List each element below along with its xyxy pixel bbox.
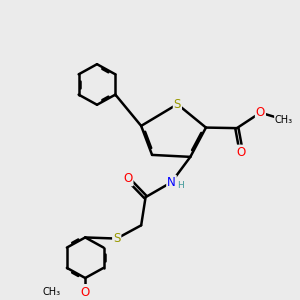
Text: S: S xyxy=(113,232,120,245)
Text: H: H xyxy=(177,182,184,190)
Text: CH₃: CH₃ xyxy=(275,115,293,125)
Text: CH₃: CH₃ xyxy=(42,287,60,297)
Text: O: O xyxy=(123,172,133,185)
Text: O: O xyxy=(81,286,90,298)
Text: N: N xyxy=(167,176,176,189)
Text: S: S xyxy=(174,98,181,111)
Text: O: O xyxy=(237,146,246,159)
Text: O: O xyxy=(256,106,265,119)
